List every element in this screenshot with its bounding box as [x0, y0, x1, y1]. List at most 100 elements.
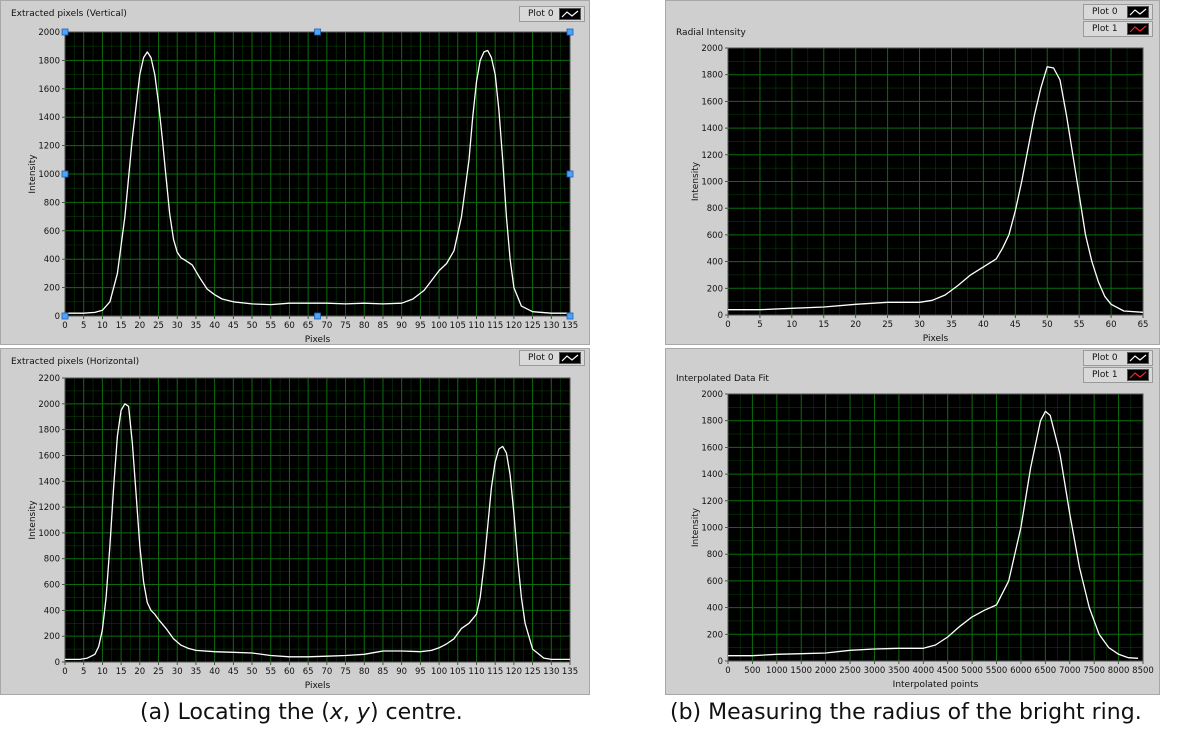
y-tick-label: 0 [55, 312, 60, 322]
x-tick-label: 20 [850, 320, 861, 330]
x-tick-label: 4500 [937, 666, 959, 676]
resize-handle[interactable] [566, 28, 574, 36]
chart-title: Interpolated Data Fit [676, 374, 769, 384]
series-line [65, 403, 570, 661]
plot1-swatch-icon [1127, 23, 1149, 35]
y-tick-label: 600 [707, 231, 723, 241]
y-tick-label: 200 [44, 632, 60, 642]
x-tick-label: 60 [284, 321, 295, 331]
x-tick-label: 0 [62, 321, 67, 331]
vertical-profile-chart[interactable]: 0 5 10 15 20 25 30 35 40 45 50 55 60 65 70 75 80 85 90 95 10… [1, 1, 591, 346]
y-axis-label: Intensity [691, 507, 701, 547]
y-tick-label: 2000 [38, 400, 60, 410]
y-tick-label: 2200 [38, 374, 60, 384]
x-tick-label: 30 [172, 321, 183, 331]
x-tick-label: 45 [228, 321, 239, 331]
y-tick-label: 0 [55, 658, 60, 668]
x-tick-label: 6000 [1010, 666, 1032, 676]
x-tick-label: 3000 [864, 666, 886, 676]
legend-plot1[interactable]: Plot 1 [1083, 367, 1153, 383]
y-tick-label: 1800 [38, 426, 60, 436]
y-tick-label: 2000 [701, 390, 723, 400]
x-tick-label: 80 [359, 321, 370, 331]
x-tick-label: 15 [116, 321, 127, 331]
x-tick-label: 130 [543, 667, 559, 677]
x-tick-label: 65 [303, 321, 314, 331]
caption-left-sep: , [342, 700, 357, 725]
series-line [65, 49, 570, 314]
y-tick-label: 1400 [701, 470, 723, 480]
x-tick-label: 115 [487, 321, 503, 331]
interpolated-fit-chart[interactable]: 0 500 1000 1500 2000 2500 3000 3500 4000 4500 5000… [666, 349, 1161, 696]
x-tick-label: 0 [725, 320, 730, 330]
y-tick-label: 2000 [701, 44, 723, 54]
x-tick-label: 120 [506, 667, 522, 677]
horizontal-profile-chart[interactable]: 0 5 10 15 20 25 30 35 40 45 50 55 60 65 70 75 80 85 90 95 10… [1, 349, 591, 696]
x-tick-label: 7500 [1083, 666, 1105, 676]
x-tick-label: 100 [431, 321, 447, 331]
x-tick-label: 125 [524, 321, 540, 331]
x-tick-label: 135 [562, 667, 578, 677]
resize-handle[interactable] [314, 28, 321, 36]
y-tick-label: 800 [707, 204, 723, 214]
resize-handle[interactable] [61, 28, 69, 36]
y-tick-label: 1600 [38, 451, 60, 461]
plot0-swatch-icon [559, 8, 581, 20]
series-line [728, 66, 1144, 313]
legend-plot0[interactable]: Plot 0 [1083, 4, 1153, 20]
resize-handle[interactable] [61, 312, 69, 320]
resize-handle[interactable] [566, 312, 574, 320]
chart-panel-interpolated: Interpolated Data Fit Plot 0 Plot 1 0 500… [665, 348, 1160, 695]
x-tick-label: 10 [97, 667, 108, 677]
x-tick-label: 4000 [912, 666, 934, 676]
y-axis-label: Intensity [28, 500, 38, 540]
legend-plot1[interactable]: Plot 1 [1083, 21, 1153, 37]
legend-plot0[interactable]: Plot 0 [519, 350, 585, 366]
x-tick-label: 45 [228, 667, 239, 677]
x-tick-label: 65 [1138, 320, 1149, 330]
caption-left-suffix: ) centre. [369, 700, 463, 725]
x-tick-label: 105 [450, 667, 466, 677]
x-tick-label: 55 [1074, 320, 1085, 330]
y-tick-label: 1200 [701, 151, 723, 161]
y-tick-label: 1600 [701, 97, 723, 107]
x-tick-label: 35 [191, 321, 202, 331]
x-tick-label: 5 [81, 667, 86, 677]
legend-plot0[interactable]: Plot 0 [519, 6, 585, 22]
x-tick-label: 55 [265, 667, 276, 677]
resize-handle[interactable] [314, 312, 321, 320]
series-line [728, 410, 1139, 659]
x-tick-label: 50 [1042, 320, 1053, 330]
x-tick-label: 0 [725, 666, 730, 676]
y-tick-label: 0 [718, 657, 723, 667]
plot-frame [727, 47, 1144, 316]
x-tick-label: 75 [340, 667, 351, 677]
x-tick-label: 0 [62, 667, 67, 677]
chart-panel-vertical: Extracted pixels (Vertical) Plot 0 0 5 10 1… [0, 0, 590, 345]
y-tick-label: 600 [44, 227, 60, 237]
resize-handle[interactable] [61, 170, 69, 178]
legend-label: Plot 1 [1092, 24, 1118, 34]
x-tick-label: 135 [562, 321, 578, 331]
legend-plot0[interactable]: Plot 0 [1083, 350, 1153, 366]
y-tick-label: 1400 [38, 477, 60, 487]
x-tick-label: 8500 [1132, 666, 1154, 676]
y-tick-label: 1200 [38, 142, 60, 152]
legend-label: Plot 0 [1092, 7, 1118, 17]
radial-intensity-chart[interactable]: 0 5 10 15 20 25 30 35 40 45 50 55 60 65 0 200 400 600 800 1… [666, 1, 1161, 346]
x-tick-label: 60 [1106, 320, 1117, 330]
y-tick-label: 800 [44, 555, 60, 565]
y-tick-label: 800 [44, 198, 60, 208]
x-tick-label: 70 [321, 321, 332, 331]
x-tick-label: 110 [468, 667, 484, 677]
x-tick-label: 5 [81, 321, 86, 331]
y-tick-label: 200 [44, 284, 60, 294]
caption-left-y: y [356, 700, 370, 725]
resize-handle[interactable] [566, 170, 574, 178]
y-tick-label: 1000 [701, 178, 723, 188]
x-tick-label: 5000 [961, 666, 983, 676]
x-tick-label: 5500 [986, 666, 1008, 676]
plot-frame [64, 377, 571, 663]
caption-right: (b) Measuring the radius of the bright r… [670, 700, 1142, 725]
x-tick-label: 50 [247, 321, 258, 331]
